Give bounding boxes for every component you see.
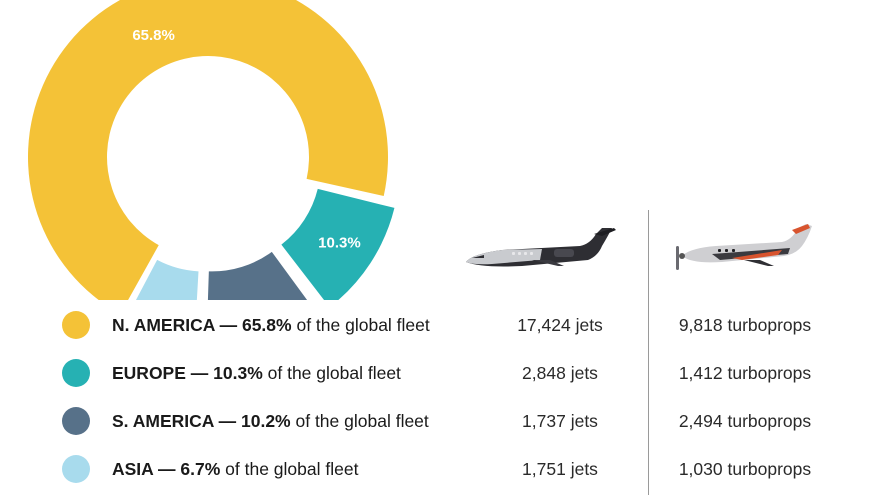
region-dash: — bbox=[153, 459, 181, 479]
region-name: ASIA bbox=[112, 459, 154, 479]
turboprops-count: 2,494 turboprops bbox=[678, 411, 812, 431]
jets-count: 1,751 jets bbox=[522, 459, 598, 479]
region-dash: — bbox=[213, 411, 241, 431]
region-pct: 10.2% bbox=[241, 411, 291, 431]
turboprops-count: 1,030 turboprops bbox=[678, 459, 812, 479]
region-dash: — bbox=[185, 363, 214, 383]
legend-swatch bbox=[62, 359, 90, 387]
region-pct: 65.8% bbox=[241, 315, 292, 335]
region-name: N. AMERICA bbox=[112, 315, 215, 335]
legend-swatch bbox=[62, 311, 90, 339]
turboprop-plane-icon bbox=[676, 224, 812, 270]
turboprops-count: 1,412 turboprops bbox=[678, 363, 812, 383]
legend-label: S. AMERICA — 10.2% of the global fleet bbox=[112, 411, 429, 432]
legend-row-europe: EUROPE — 10.3% of the global fleet 2,848… bbox=[0, 359, 885, 389]
business-jet-icon bbox=[466, 228, 616, 267]
region-suffix: of the global fleet bbox=[220, 459, 359, 479]
donut-slice-labels: 65.8%10.3%10.2%6.7% bbox=[132, 27, 361, 251]
region-suffix: of the global fleet bbox=[291, 315, 430, 335]
jets-count: 2,848 jets bbox=[522, 363, 598, 383]
donut-slice-s-america bbox=[207, 251, 308, 300]
donut-slice-label: 10.3% bbox=[318, 234, 361, 251]
donut-chart: 65.8%10.3%10.2%6.7% bbox=[28, 0, 395, 300]
legend-swatch bbox=[62, 455, 90, 483]
legend-label: EUROPE — 10.3% of the global fleet bbox=[112, 363, 401, 384]
jets-count: 1,737 jets bbox=[522, 411, 598, 431]
donut-slices bbox=[28, 0, 395, 300]
legend-swatch bbox=[62, 407, 90, 435]
donut-slice-europe bbox=[281, 188, 395, 300]
legend-row-asia: ASIA — 6.7% of the global fleet 1,751 je… bbox=[0, 455, 885, 485]
turboprops-count: 9,818 turboprops bbox=[678, 315, 812, 335]
donut-slice-n-america bbox=[28, 0, 388, 300]
legend-label: N. AMERICA — 65.8% of the global fleet bbox=[112, 315, 430, 336]
region-name: EUROPE bbox=[112, 363, 186, 383]
legend-row-n-america: N. AMERICA — 65.8% of the global fleet 1… bbox=[0, 311, 885, 341]
region-suffix: of the global fleet bbox=[262, 363, 401, 383]
column-divider bbox=[648, 210, 649, 495]
donut-slice-label: 65.8% bbox=[132, 27, 175, 44]
region-pct: 10.3% bbox=[213, 363, 263, 383]
donut-slice-asia bbox=[135, 259, 199, 300]
legend-row-s-america: S. AMERICA — 10.2% of the global fleet 1… bbox=[0, 407, 885, 437]
region-name: S. AMERICA bbox=[112, 411, 214, 431]
region-dash: — bbox=[214, 315, 242, 335]
region-pct: 6.7% bbox=[180, 459, 221, 479]
region-suffix: of the global fleet bbox=[290, 411, 429, 431]
jets-count: 17,424 jets bbox=[517, 315, 603, 335]
legend-label: ASIA — 6.7% of the global fleet bbox=[112, 459, 358, 480]
